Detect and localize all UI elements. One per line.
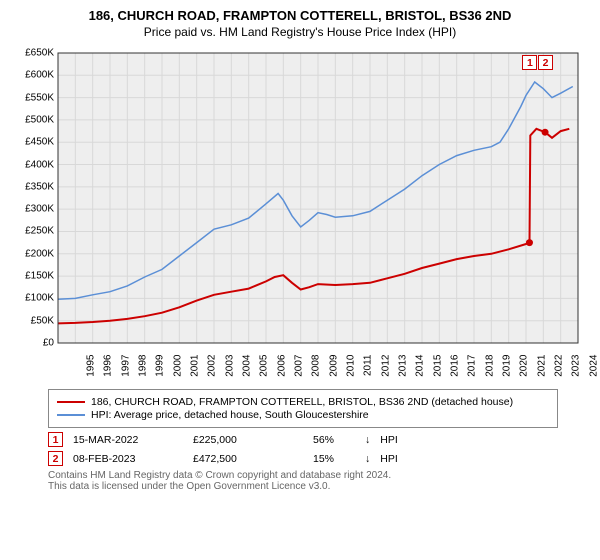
marker-row: 2 08-FEB-2023 £472,500 15% ↓ HPI — [48, 451, 590, 466]
x-axis-label: 2014 — [415, 355, 426, 389]
y-axis-label: £250K — [10, 226, 54, 237]
marker-pct: 15% — [313, 453, 355, 465]
x-axis-label: 2006 — [276, 355, 287, 389]
marker-price: £472,500 — [193, 453, 303, 465]
x-axis-label: 2002 — [207, 355, 218, 389]
x-axis-label: 2019 — [502, 355, 513, 389]
legend-swatch — [57, 401, 85, 403]
x-axis-label: 2000 — [172, 355, 183, 389]
legend: 186, CHURCH ROAD, FRAMPTON COTTERELL, BR… — [48, 389, 558, 428]
x-axis-label: 2016 — [450, 355, 461, 389]
chart-area: £0 £50K £100K £150K £200K £250K £300K £350K £400… — [10, 45, 590, 385]
chart-subtitle: Price paid vs. HM Land Registry's House … — [10, 25, 590, 39]
x-axis-label: 2008 — [311, 355, 322, 389]
legend-label: HPI: Average price, detached house, Sout… — [91, 409, 369, 421]
marker-price: £225,000 — [193, 434, 303, 446]
x-axis-label: 2013 — [398, 355, 409, 389]
y-axis-label: £450K — [10, 137, 54, 148]
marker-date: 08-FEB-2023 — [73, 453, 183, 465]
x-axis-label: 2007 — [294, 355, 305, 389]
x-axis-label: 2011 — [363, 355, 374, 389]
chart-annotation: 1 — [522, 55, 537, 70]
footer-line1: Contains HM Land Registry data © Crown c… — [48, 470, 590, 481]
x-axis-label: 2023 — [571, 355, 582, 389]
x-axis-label: 1999 — [155, 355, 166, 389]
y-axis-label: £350K — [10, 181, 54, 192]
legend-item: 186, CHURCH ROAD, FRAMPTON COTTERELL, BR… — [57, 396, 549, 408]
marker-rel: HPI — [380, 453, 398, 465]
x-axis-label: 2010 — [346, 355, 357, 389]
y-axis-label: £100K — [10, 293, 54, 304]
x-axis-label: 2009 — [328, 355, 339, 389]
marker-rows: 1 15-MAR-2022 £225,000 56% ↓ HPI 2 08-FE… — [10, 432, 590, 466]
x-axis-label: 2017 — [467, 355, 478, 389]
x-axis-label: 1995 — [86, 355, 97, 389]
y-axis-label: £550K — [10, 92, 54, 103]
x-axis-label: 2024 — [588, 355, 599, 389]
x-axis-label: 2001 — [190, 355, 201, 389]
x-axis-label: 2021 — [536, 355, 547, 389]
y-axis-label: £50K — [10, 315, 54, 326]
chart-annotation: 2 — [538, 55, 553, 70]
y-axis-label: £0 — [10, 338, 54, 349]
x-axis-label: 1998 — [138, 355, 149, 389]
marker-date: 15-MAR-2022 — [73, 434, 183, 446]
marker-rel: HPI — [380, 434, 398, 446]
y-axis-label: £600K — [10, 70, 54, 81]
y-axis-label: £150K — [10, 271, 54, 282]
x-axis-label: 2015 — [432, 355, 443, 389]
y-axis-label: £500K — [10, 114, 54, 125]
marker-pct: 56% — [313, 434, 355, 446]
y-axis-label: £200K — [10, 248, 54, 259]
x-axis-label: 2012 — [380, 355, 391, 389]
footer: Contains HM Land Registry data © Crown c… — [48, 470, 590, 492]
y-axis-label: £650K — [10, 48, 54, 59]
y-axis-label: £400K — [10, 159, 54, 170]
legend-label: 186, CHURCH ROAD, FRAMPTON COTTERELL, BR… — [91, 396, 513, 408]
chart-title: 186, CHURCH ROAD, FRAMPTON COTTERELL, BR… — [10, 8, 590, 23]
legend-swatch — [57, 414, 85, 416]
x-axis-label: 2005 — [259, 355, 270, 389]
x-axis-label: 2003 — [224, 355, 235, 389]
footer-line2: This data is licensed under the Open Gov… — [48, 481, 590, 492]
marker-row: 1 15-MAR-2022 £225,000 56% ↓ HPI — [48, 432, 590, 447]
x-axis-label: 1997 — [120, 355, 131, 389]
marker-number-box: 2 — [48, 451, 63, 466]
x-axis-label: 2004 — [242, 355, 253, 389]
x-axis-label: 2018 — [484, 355, 495, 389]
marker-number-box: 1 — [48, 432, 63, 447]
legend-item: HPI: Average price, detached house, Sout… — [57, 409, 549, 421]
marker-direction-icon: ↓ — [365, 453, 370, 465]
x-axis-label: 1996 — [103, 355, 114, 389]
marker-direction-icon: ↓ — [365, 434, 370, 446]
y-axis-label: £300K — [10, 204, 54, 215]
x-axis-label: 2022 — [554, 355, 565, 389]
x-axis-label: 2020 — [519, 355, 530, 389]
chart-svg — [10, 45, 590, 385]
